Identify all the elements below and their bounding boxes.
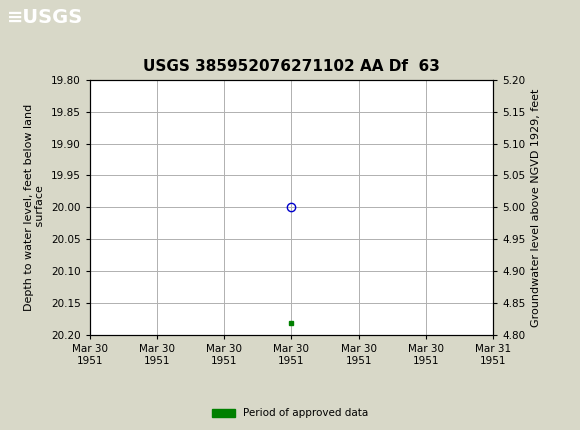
Legend: Period of approved data: Period of approved data: [208, 404, 372, 423]
Title: USGS 385952076271102 AA Df  63: USGS 385952076271102 AA Df 63: [143, 59, 440, 74]
Y-axis label: Groundwater level above NGVD 1929, feet: Groundwater level above NGVD 1929, feet: [531, 88, 541, 327]
Text: ≡USGS: ≡USGS: [7, 8, 83, 27]
Y-axis label: Depth to water level, feet below land
 surface: Depth to water level, feet below land su…: [24, 104, 45, 311]
